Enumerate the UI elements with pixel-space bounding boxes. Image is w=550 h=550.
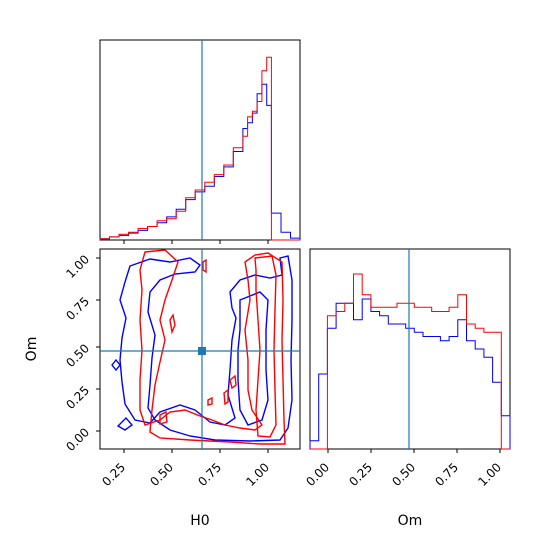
red-contour-small-bottom: [159, 410, 168, 425]
contour-ytick-label: 1.00: [63, 252, 92, 281]
red-contour-small-mid: [207, 396, 213, 406]
contour-xtick-label: 0.75: [195, 460, 224, 489]
red-contour-small-right2: [223, 388, 229, 406]
red-contours: [139, 249, 286, 445]
blue-histogram-step: [99, 83, 301, 240]
red-histogram-step: [99, 56, 300, 241]
red-contour-small-right1: [229, 374, 237, 390]
y-axis-label-om: Om: [24, 337, 40, 362]
blue-contours: [111, 255, 293, 442]
blue-contour-small-left: [111, 358, 121, 372]
blue-contour-outer: [119, 255, 293, 442]
blue-contour-small-bottom: [116, 416, 134, 431]
contour-ytick-label: 0.25: [63, 383, 92, 412]
h0-histogram-panel: [99, 39, 301, 244]
x-axis-label-om: Om: [398, 513, 423, 529]
contour-ytick-label: 0.50: [63, 341, 92, 370]
red-contour-small-center: [169, 313, 176, 335]
h0-histogram-ticks: [123, 240, 269, 244]
red-contour-small-top: [202, 258, 207, 274]
h0-histogram-frame: [99, 39, 301, 241]
om-xtick-label: 0.00: [303, 460, 332, 489]
red-histogram-step: [310, 273, 510, 450]
red-contour-outer: [139, 249, 286, 445]
om-xtick-label: 0.75: [432, 460, 461, 489]
om-xtick-label: 0.25: [346, 460, 375, 489]
om-histogram-frame: [309, 248, 511, 450]
om-xtick-label: 1.00: [475, 460, 504, 489]
red-contour-inner-right: [254, 255, 277, 438]
contour-frame: [99, 248, 301, 450]
h0-histogram-steps: [99, 56, 301, 241]
contour-x-ticks: [123, 449, 269, 453]
om-histogram-steps: [309, 273, 511, 450]
contour-y-ticks: [96, 257, 100, 432]
truth-marker: [198, 347, 206, 355]
om-x-ticks: [327, 449, 501, 453]
blue-contour-inner-right: [237, 291, 269, 426]
x-axis-label-h0: H0: [190, 513, 209, 529]
contour-ytick-label: 0.75: [63, 294, 92, 323]
blue-histogram-step: [309, 298, 511, 449]
contour-xtick-label: 1.00: [243, 460, 272, 489]
contour-xtick-label: 0.25: [99, 460, 128, 489]
h0-om-contour-panel: 0.25 0.50 0.75 1.00 0.00 0.25 0.50 0.75 …: [24, 248, 301, 529]
contour-ytick-label: 0.00: [63, 425, 92, 454]
contour-xtick-label: 0.50: [147, 460, 176, 489]
om-histogram-panel: 0.00 0.25 0.50 0.75 1.00 Om: [303, 248, 511, 529]
om-xtick-label: 0.50: [389, 460, 418, 489]
